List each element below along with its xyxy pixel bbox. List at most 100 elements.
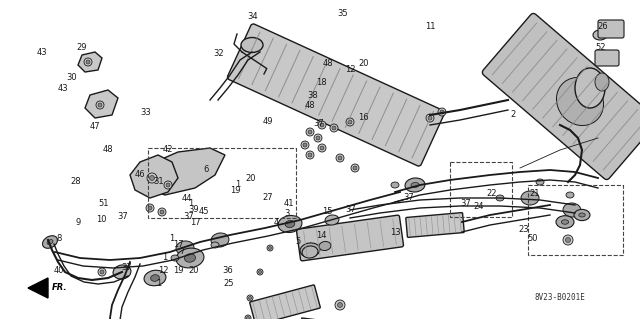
Text: 37: 37 — [403, 193, 413, 202]
Circle shape — [158, 208, 166, 216]
Text: 16: 16 — [358, 113, 369, 122]
Ellipse shape — [566, 192, 574, 198]
Text: 28: 28 — [70, 177, 81, 186]
Circle shape — [308, 153, 312, 157]
Circle shape — [335, 300, 345, 310]
Ellipse shape — [171, 255, 179, 261]
Circle shape — [320, 146, 324, 150]
Text: 24: 24 — [474, 202, 484, 211]
Text: 15: 15 — [323, 207, 333, 216]
Circle shape — [426, 114, 434, 122]
Ellipse shape — [184, 254, 196, 262]
Circle shape — [257, 269, 263, 275]
Bar — [148, 148, 296, 218]
Ellipse shape — [575, 68, 605, 108]
Ellipse shape — [536, 179, 544, 185]
FancyBboxPatch shape — [227, 24, 445, 166]
Text: 29: 29 — [77, 43, 87, 52]
Polygon shape — [140, 148, 225, 195]
Circle shape — [306, 151, 314, 159]
Circle shape — [338, 156, 342, 160]
Text: 40: 40 — [54, 266, 64, 275]
Polygon shape — [28, 278, 48, 298]
Circle shape — [146, 204, 154, 212]
Text: 1: 1 — [236, 180, 241, 189]
Circle shape — [98, 268, 106, 276]
Ellipse shape — [113, 265, 131, 279]
Text: 47: 47 — [90, 122, 100, 131]
Text: 52: 52 — [595, 43, 605, 52]
Text: 26: 26 — [598, 22, 608, 31]
Text: 12: 12 — [346, 65, 356, 74]
Circle shape — [259, 271, 262, 273]
Text: 31: 31 — [154, 177, 164, 186]
Text: 25: 25 — [224, 279, 234, 288]
Circle shape — [267, 245, 273, 251]
Text: 5: 5 — [295, 237, 300, 246]
Text: 23: 23 — [518, 225, 529, 234]
Circle shape — [440, 110, 444, 114]
Ellipse shape — [211, 233, 229, 247]
Ellipse shape — [579, 213, 585, 217]
Ellipse shape — [211, 242, 219, 248]
Circle shape — [98, 103, 102, 107]
Ellipse shape — [496, 195, 504, 201]
Text: 20: 20 — [246, 174, 256, 182]
Ellipse shape — [241, 38, 263, 53]
Text: 44: 44 — [182, 194, 192, 203]
Ellipse shape — [150, 275, 159, 281]
FancyBboxPatch shape — [483, 13, 640, 180]
Text: FR.: FR. — [52, 284, 67, 293]
Circle shape — [348, 120, 352, 124]
Text: 20: 20 — [188, 266, 198, 275]
Circle shape — [148, 206, 152, 210]
Text: 48: 48 — [305, 101, 316, 110]
Circle shape — [318, 121, 326, 129]
Circle shape — [336, 154, 344, 162]
Ellipse shape — [556, 216, 574, 228]
Text: 43: 43 — [36, 48, 47, 57]
Text: 42: 42 — [163, 145, 173, 154]
Circle shape — [316, 136, 320, 140]
Circle shape — [566, 238, 570, 242]
Text: 39: 39 — [188, 205, 198, 214]
Ellipse shape — [144, 270, 166, 286]
Text: 8V23-B0201E: 8V23-B0201E — [534, 293, 586, 302]
Ellipse shape — [176, 248, 204, 268]
Text: 1: 1 — [188, 199, 193, 208]
Ellipse shape — [391, 182, 399, 188]
Text: 36: 36 — [222, 266, 232, 275]
Text: 49: 49 — [262, 117, 273, 126]
Circle shape — [353, 166, 357, 170]
Ellipse shape — [306, 247, 314, 253]
Circle shape — [318, 144, 326, 152]
Text: 37: 37 — [346, 205, 356, 214]
Text: 1: 1 — [163, 253, 168, 262]
Text: 7: 7 — [180, 247, 185, 256]
Circle shape — [303, 143, 307, 147]
Text: 17: 17 — [173, 241, 183, 249]
Text: 34: 34 — [248, 12, 258, 21]
Text: 8: 8 — [56, 234, 61, 243]
Text: 37: 37 — [461, 199, 471, 208]
Text: 45: 45 — [198, 207, 209, 216]
Ellipse shape — [405, 178, 425, 192]
Ellipse shape — [285, 220, 295, 228]
Ellipse shape — [319, 241, 331, 250]
Text: 30: 30 — [67, 73, 77, 82]
Circle shape — [332, 126, 336, 130]
Polygon shape — [78, 52, 102, 72]
Ellipse shape — [521, 191, 539, 205]
Ellipse shape — [176, 241, 194, 255]
Ellipse shape — [42, 236, 58, 248]
Ellipse shape — [278, 216, 302, 233]
Text: 2: 2 — [511, 110, 516, 119]
Text: 51: 51 — [99, 199, 109, 208]
Text: 9: 9 — [76, 218, 81, 227]
Circle shape — [269, 247, 271, 249]
Text: 37: 37 — [184, 212, 194, 221]
Circle shape — [306, 128, 314, 136]
Circle shape — [247, 295, 253, 301]
Circle shape — [301, 141, 309, 149]
Ellipse shape — [595, 73, 609, 91]
